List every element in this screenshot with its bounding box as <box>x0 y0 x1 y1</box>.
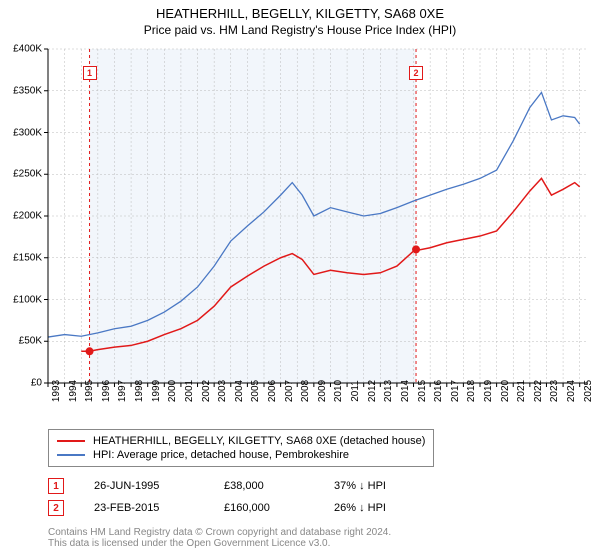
x-tick-label: 2018 <box>466 380 477 402</box>
y-tick-label: £400K <box>8 44 42 55</box>
sale-hpi: 26% ↓ HPI <box>334 502 434 514</box>
sale-price: £160,000 <box>224 502 304 514</box>
sales-list: 1 26-JUN-1995 £38,000 37% ↓ HPI 2 23-FEB-2015… <box>48 475 592 519</box>
x-tick-label: 1997 <box>117 380 128 402</box>
x-tick-label: 1994 <box>68 380 79 402</box>
event-marker: 1 <box>83 66 97 80</box>
y-tick-label: £350K <box>8 85 42 96</box>
y-tick-label: £100K <box>8 294 42 305</box>
x-tick-label: 2024 <box>566 380 577 402</box>
x-tick-label: 2009 <box>317 380 328 402</box>
x-tick-label: 1999 <box>151 380 162 402</box>
y-tick-label: £250K <box>8 169 42 180</box>
x-tick-label: 2015 <box>417 380 428 402</box>
x-tick-label: 2021 <box>516 380 527 402</box>
y-tick-label: £300K <box>8 127 42 138</box>
x-tick-label: 1998 <box>134 380 145 402</box>
legend-label: HPI: Average price, detached house, Pemb… <box>93 449 349 461</box>
x-tick-label: 2002 <box>201 380 212 402</box>
footer-line-1: Contains HM Land Registry data © Crown c… <box>48 527 592 538</box>
y-tick-label: £150K <box>8 252 42 263</box>
x-tick-label: 2008 <box>300 380 311 402</box>
x-tick-label: 2007 <box>284 380 295 402</box>
x-tick-label: 1995 <box>84 380 95 402</box>
footer-line-2: This data is licensed under the Open Gov… <box>48 538 592 549</box>
chart-subtitle: Price paid vs. HM Land Registry's House … <box>8 23 592 37</box>
sale-marker: 2 <box>48 500 64 516</box>
sale-date: 23-FEB-2015 <box>94 502 194 514</box>
y-tick-label: £200K <box>8 211 42 222</box>
x-tick-label: 2004 <box>234 380 245 402</box>
line-chart-svg <box>8 43 592 423</box>
chart-title: HEATHERHILL, BEGELLY, KILGETTY, SA68 0XE <box>8 6 592 21</box>
sale-row: 1 26-JUN-1995 £38,000 37% ↓ HPI <box>48 475 592 497</box>
x-tick-label: 2010 <box>333 380 344 402</box>
chart-container: HEATHERHILL, BEGELLY, KILGETTY, SA68 0XE… <box>0 0 600 557</box>
event-marker: 2 <box>409 66 423 80</box>
x-tick-label: 2017 <box>450 380 461 402</box>
sale-hpi: 37% ↓ HPI <box>334 480 434 492</box>
footer-attribution: Contains HM Land Registry data © Crown c… <box>48 527 592 549</box>
legend-swatch <box>57 454 85 456</box>
y-tick-label: £0 <box>8 378 42 389</box>
x-tick-label: 2020 <box>500 380 511 402</box>
legend-item: HPI: Average price, detached house, Pemb… <box>57 448 425 462</box>
legend-item: HEATHERHILL, BEGELLY, KILGETTY, SA68 0XE… <box>57 434 425 448</box>
x-tick-label: 2011 <box>350 380 361 402</box>
sale-row: 2 23-FEB-2015 £160,000 26% ↓ HPI <box>48 497 592 519</box>
x-tick-label: 2019 <box>483 380 494 402</box>
legend-box: HEATHERHILL, BEGELLY, KILGETTY, SA68 0XE… <box>48 429 434 467</box>
x-tick-label: 2001 <box>184 380 195 402</box>
x-tick-label: 2003 <box>217 380 228 402</box>
x-tick-label: 2005 <box>250 380 261 402</box>
x-tick-label: 2023 <box>549 380 560 402</box>
x-tick-label: 2016 <box>433 380 444 402</box>
sale-price: £38,000 <box>224 480 304 492</box>
sale-marker: 1 <box>48 478 64 494</box>
x-tick-label: 2000 <box>167 380 178 402</box>
legend-swatch <box>57 440 85 442</box>
x-tick-label: 2014 <box>400 380 411 402</box>
sale-date: 26-JUN-1995 <box>94 480 194 492</box>
chart-area: £0 £50K £100K £150K £200K £250K £300K £350K £400… <box>8 43 592 423</box>
x-tick-label: 2025 <box>583 380 594 402</box>
x-tick-label: 2013 <box>383 380 394 402</box>
x-tick-label: 1993 <box>51 380 62 402</box>
x-tick-label: 2012 <box>367 380 378 402</box>
legend-label: HEATHERHILL, BEGELLY, KILGETTY, SA68 0XE… <box>93 435 425 447</box>
x-tick-label: 2006 <box>267 380 278 402</box>
x-tick-label: 1996 <box>101 380 112 402</box>
y-tick-label: £50K <box>8 336 42 347</box>
x-tick-label: 2022 <box>533 380 544 402</box>
